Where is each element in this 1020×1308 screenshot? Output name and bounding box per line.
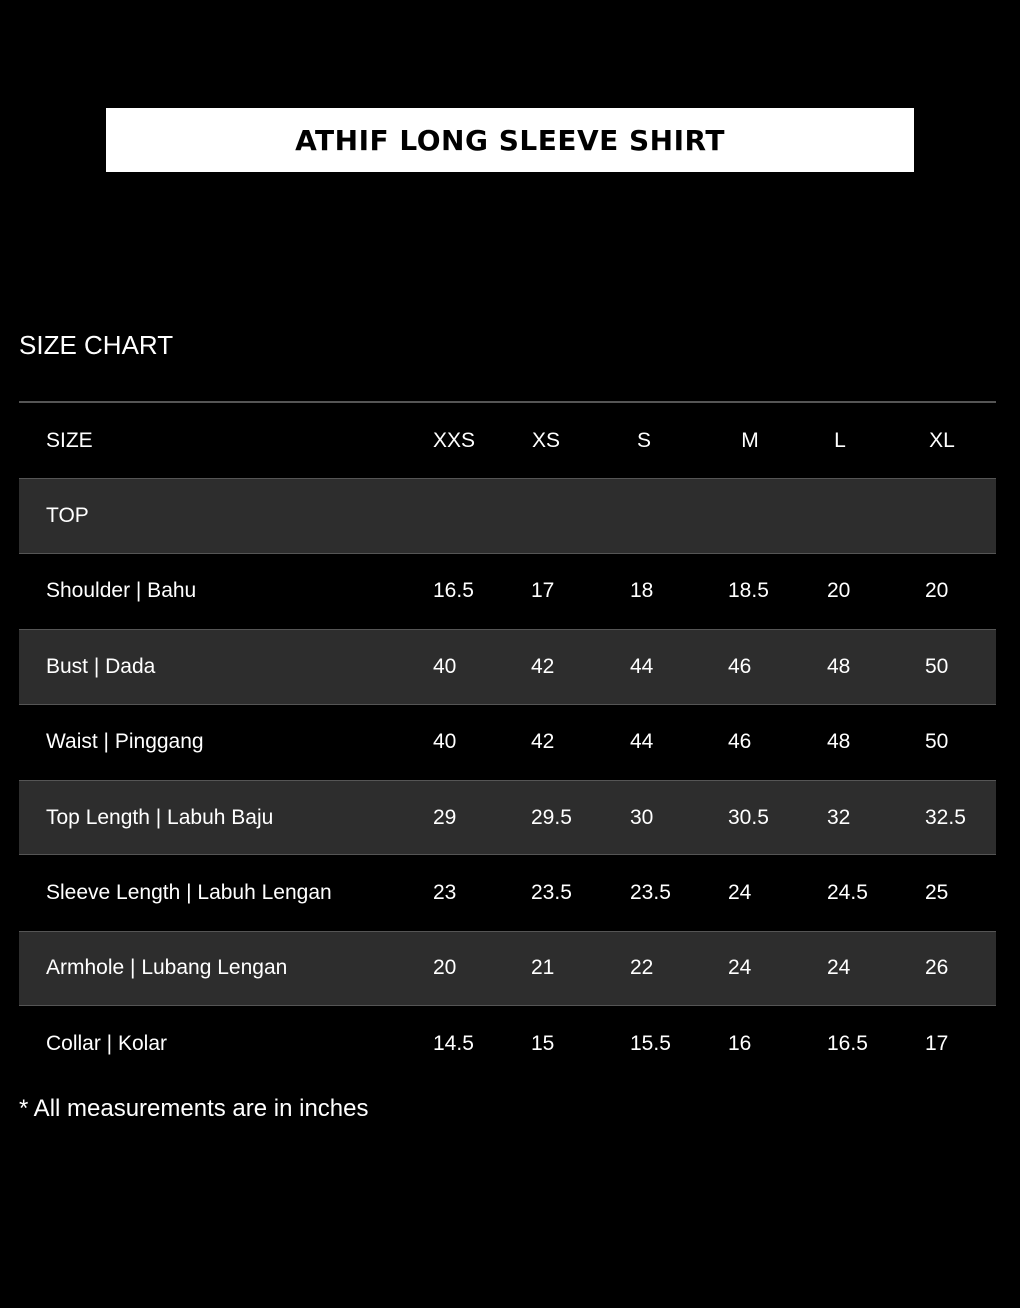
cell-l: 16.5 — [827, 1031, 868, 1055]
cell-xl: 50 — [925, 654, 949, 678]
cell-xs: 29.5 — [531, 805, 572, 829]
row-label: Bust | Dada — [46, 654, 156, 678]
table-row: Collar | Kolar 14.5 15 15.5 16 16.5 17 — [19, 1006, 996, 1081]
header-size-xs: XS — [531, 428, 561, 452]
cell-xxs: 40 — [433, 730, 457, 754]
row-label: Shoulder | Bahu — [46, 579, 197, 603]
table-row: Sleeve Length | Labuh Lengan 23 23.5 23.5 24… — [19, 855, 996, 930]
section-title: SIZE CHART — [19, 330, 174, 360]
cell-xs: 21 — [531, 956, 555, 980]
cell-s: 30 — [630, 805, 654, 829]
cell-s: 18 — [630, 579, 654, 603]
table-row: Top Length | Labuh Baju 29 29.5 30 30.5 32 32.… — [19, 779, 996, 856]
group-label: TOP — [46, 504, 89, 528]
cell-m: 24 — [728, 881, 752, 905]
cell-xxs: 40 — [433, 654, 457, 678]
header-size-xl: XL — [929, 428, 955, 452]
cell-xs: 23.5 — [531, 881, 572, 905]
group-row: TOP — [19, 478, 996, 554]
row-label: Top Length | Labuh Baju — [46, 805, 274, 829]
product-title: ATHIF LONG SLEEVE SHIRT — [295, 123, 725, 157]
table-row: Armhole | Lubang Lengan 20 21 22 24 24 26 — [19, 930, 996, 1007]
table-row: Shoulder | Bahu 16.5 17 18 18.5 20 20 — [19, 554, 996, 629]
cell-l: 48 — [827, 654, 851, 678]
title-banner: ATHIF LONG SLEEVE SHIRT — [106, 108, 914, 172]
cell-m: 46 — [728, 730, 752, 754]
header-size-xxs: XXS — [432, 428, 476, 452]
cell-s: 44 — [630, 654, 654, 678]
cell-xs: 42 — [531, 654, 555, 678]
row-label: Waist | Pinggang — [46, 730, 204, 754]
cell-xxs: 16.5 — [433, 579, 474, 603]
cell-xxs: 20 — [433, 956, 457, 980]
cell-xl: 26 — [925, 956, 949, 980]
cell-s: 44 — [630, 730, 654, 754]
cell-xl: 20 — [925, 579, 949, 603]
header-size-s: S — [636, 428, 652, 452]
measurement-note: * All measurements are in inches — [19, 1095, 369, 1122]
row-label: Sleeve Length | Labuh Lengan — [46, 881, 332, 905]
cell-xs: 15 — [531, 1031, 555, 1055]
cell-s: 22 — [630, 956, 654, 980]
cell-xl: 32.5 — [925, 805, 966, 829]
table-header-row: SIZE XXS XS S M L XL — [19, 403, 996, 478]
cell-xxs: 23 — [433, 881, 457, 905]
cell-xl: 17 — [925, 1031, 949, 1055]
header-label: SIZE — [46, 428, 93, 452]
cell-xs: 42 — [531, 730, 555, 754]
row-label: Collar | Kolar — [46, 1031, 167, 1055]
cell-s: 15.5 — [630, 1031, 671, 1055]
cell-xxs: 14.5 — [433, 1031, 474, 1055]
row-label: Armhole | Lubang Lengan — [46, 956, 288, 980]
cell-l: 32 — [827, 805, 851, 829]
cell-s: 23.5 — [630, 881, 671, 905]
cell-xxs: 29 — [433, 805, 457, 829]
header-size-m: M — [741, 428, 759, 452]
size-chart-table: SIZE XXS XS S M L XL TOP Shoulder | Bahu 16.5 1… — [19, 401, 996, 1082]
cell-l: 24 — [827, 956, 851, 980]
cell-m: 16 — [728, 1031, 752, 1055]
cell-xl: 50 — [925, 730, 949, 754]
cell-xl: 25 — [925, 881, 949, 905]
header-size-l: L — [834, 428, 846, 452]
cell-m: 18.5 — [728, 579, 769, 603]
cell-l: 24.5 — [827, 881, 868, 905]
cell-m: 30.5 — [728, 805, 769, 829]
cell-l: 20 — [827, 579, 851, 603]
table-row: Waist | Pinggang 40 42 44 46 48 50 — [19, 705, 996, 780]
cell-l: 48 — [827, 730, 851, 754]
cell-m: 46 — [728, 654, 752, 678]
cell-xs: 17 — [531, 579, 555, 603]
cell-m: 24 — [728, 956, 752, 980]
table-row: Bust | Dada 40 42 44 46 48 50 — [19, 629, 996, 705]
